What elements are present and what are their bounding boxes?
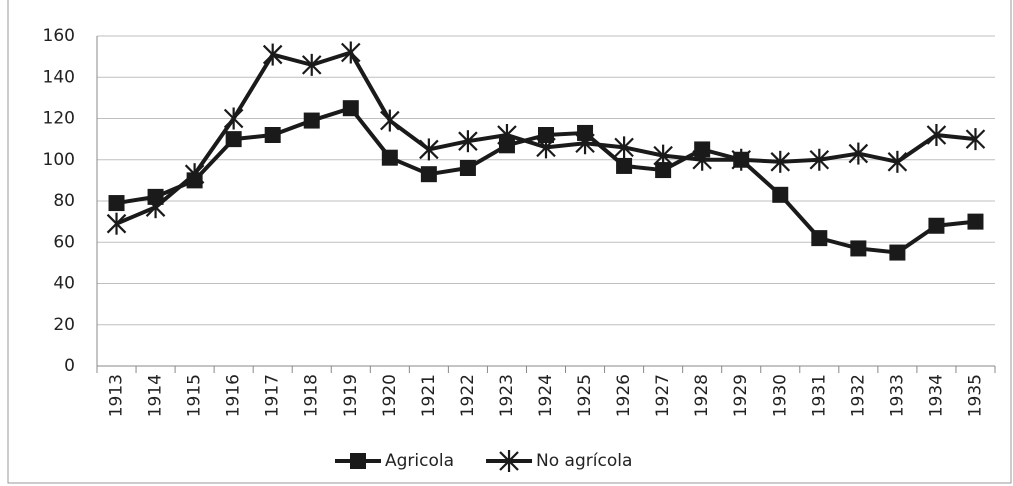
y-tick-label: 40 (53, 274, 75, 294)
x-tick-label: 1918 (302, 374, 322, 417)
x-tick-label: 1921 (419, 374, 439, 417)
data-point (225, 131, 242, 148)
data-point (692, 148, 712, 171)
data-point (419, 138, 439, 161)
x-tick-label: 1932 (848, 374, 868, 417)
x-tick-label: 1914 (146, 374, 166, 417)
x-tick-label: 1917 (263, 374, 283, 417)
data-point (341, 41, 361, 64)
legend-label: Agricola (385, 451, 454, 471)
y-tick-label: 20 (53, 315, 75, 335)
x-tick-label: 1916 (224, 374, 244, 417)
data-point (380, 109, 400, 132)
data-point (809, 148, 830, 171)
data-point (145, 196, 166, 219)
data-point (264, 127, 281, 143)
x-tick-label: 1927 (653, 374, 673, 417)
data-point (772, 186, 789, 203)
x-tick-label: 1935 (965, 374, 985, 417)
y-tick-label: 80 (53, 191, 75, 211)
legend-label: No agrícola (536, 451, 632, 471)
data-point (536, 136, 556, 159)
data-point (616, 157, 633, 174)
x-tick-label: 1928 (692, 374, 712, 417)
data-point (848, 142, 869, 165)
x-tick-label: 1934 (926, 374, 946, 417)
data-point (887, 150, 908, 173)
chart-frame (7, 0, 1012, 484)
data-point (538, 127, 554, 143)
data-point (301, 53, 322, 76)
data-point (653, 144, 673, 167)
x-tick-label: 1926 (614, 374, 634, 417)
data-point (731, 148, 751, 171)
data-point (965, 128, 986, 151)
x-tick-label: 1919 (341, 374, 361, 417)
x-tick-label: 1915 (185, 374, 205, 417)
data-point (655, 162, 672, 179)
data-point (811, 230, 828, 247)
data-point (381, 149, 398, 166)
data-point (850, 240, 867, 257)
data-point (926, 124, 947, 146)
data-point (459, 160, 476, 176)
x-tick-label: 1923 (497, 374, 517, 417)
data-point (342, 100, 359, 117)
data-point (223, 107, 244, 130)
y-tick-label: 0 (64, 356, 75, 376)
data-point (184, 163, 205, 186)
x-tick-label: 1913 (107, 374, 127, 417)
x-tick-label: 1925 (575, 374, 595, 417)
data-point (106, 212, 127, 235)
data-point (303, 112, 320, 129)
data-point (575, 132, 595, 155)
data-point (770, 150, 791, 173)
x-tick-label: 1920 (380, 374, 400, 417)
x-tick-label: 1929 (731, 374, 751, 417)
data-point (420, 166, 437, 183)
y-tick-label: 100 (43, 150, 75, 170)
data-point (262, 43, 283, 66)
data-point (928, 217, 945, 234)
y-tick-label: 120 (43, 109, 75, 129)
data-point (108, 195, 125, 212)
x-tick-label: 1924 (536, 374, 556, 417)
data-point (497, 124, 517, 146)
data-point (614, 136, 634, 159)
legend-marker (499, 450, 519, 472)
data-point (967, 213, 984, 230)
x-tick-label: 1933 (887, 374, 907, 417)
data-point (458, 130, 478, 153)
x-tick-label: 1931 (809, 374, 829, 417)
legend-marker (350, 453, 366, 469)
x-tick-label: 1922 (458, 374, 478, 417)
x-tick-label: 1930 (770, 374, 790, 417)
y-tick-label: 140 (43, 67, 75, 87)
data-point (889, 244, 906, 261)
y-tick-label: 160 (43, 26, 75, 46)
y-tick-label: 60 (53, 232, 75, 252)
